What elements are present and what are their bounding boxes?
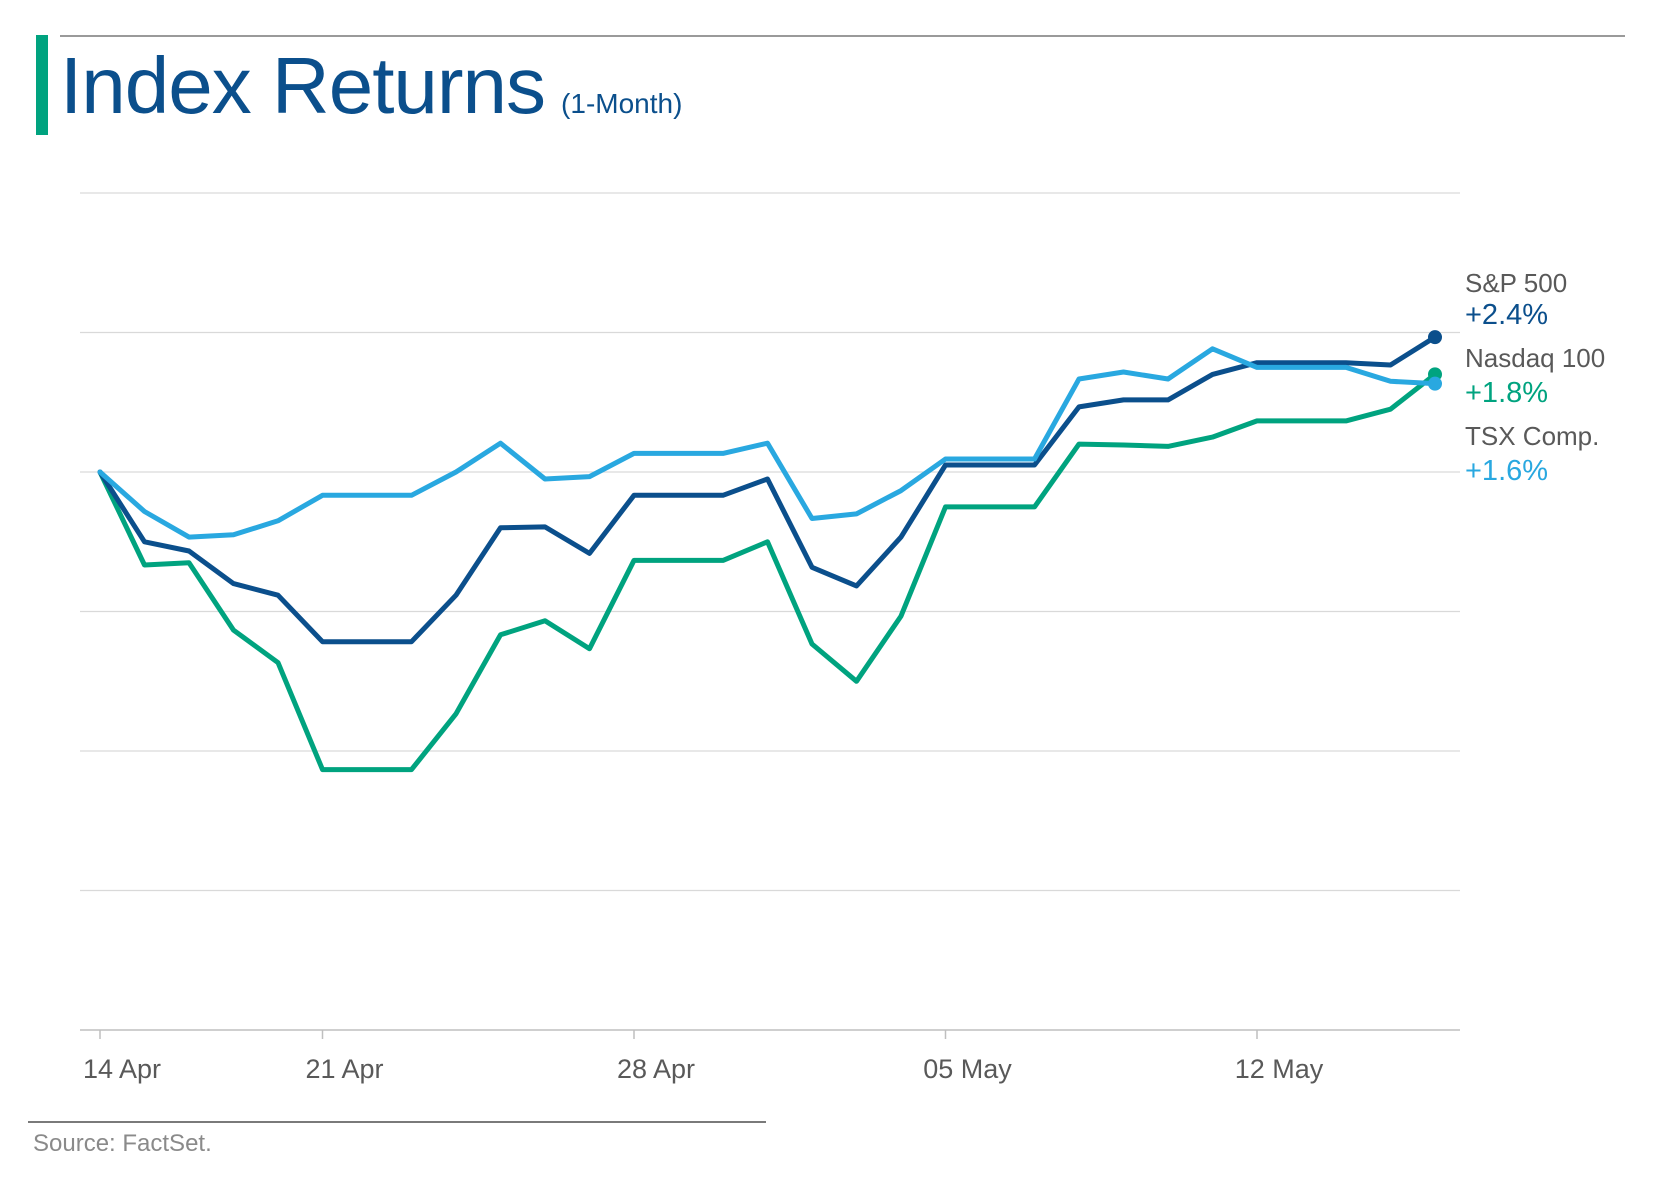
footer-rule bbox=[28, 1121, 766, 1123]
top-rule bbox=[60, 35, 1625, 37]
title-accent-bar bbox=[36, 35, 48, 135]
chart-subtitle: (1-Month) bbox=[561, 88, 683, 119]
legend-value-sp500: +2.4% bbox=[1465, 299, 1548, 331]
x-tick-label: 21 Apr bbox=[305, 1054, 383, 1084]
x-tick-label: 28 Apr bbox=[617, 1054, 695, 1084]
end-marker-sp500 bbox=[1428, 330, 1442, 345]
chart-title: Index Returns bbox=[60, 41, 546, 130]
chart-header: Index Returns (1-Month) bbox=[60, 40, 682, 132]
x-tick-label: 12 May bbox=[1235, 1054, 1324, 1084]
source-note: Source: FactSet. bbox=[33, 1130, 212, 1157]
x-tick-label: 05 May bbox=[923, 1054, 1012, 1084]
series-line-nasdaq bbox=[97, 371, 1438, 773]
x-tick-label: 14 Apr bbox=[83, 1054, 161, 1084]
legend-label-sp500: S&P 500 bbox=[1465, 268, 1567, 298]
series-line-tsx bbox=[97, 346, 1438, 540]
series-line-sp500 bbox=[97, 334, 1438, 645]
end-marker-tsx bbox=[1428, 376, 1442, 391]
legend-label-tsx: TSX Comp. bbox=[1465, 421, 1599, 451]
legend-value-tsx: +1.6% bbox=[1465, 455, 1548, 487]
legend-value-nasdaq: +1.8% bbox=[1465, 377, 1548, 409]
legend-label-nasdaq: Nasdaq 100 bbox=[1465, 343, 1605, 373]
